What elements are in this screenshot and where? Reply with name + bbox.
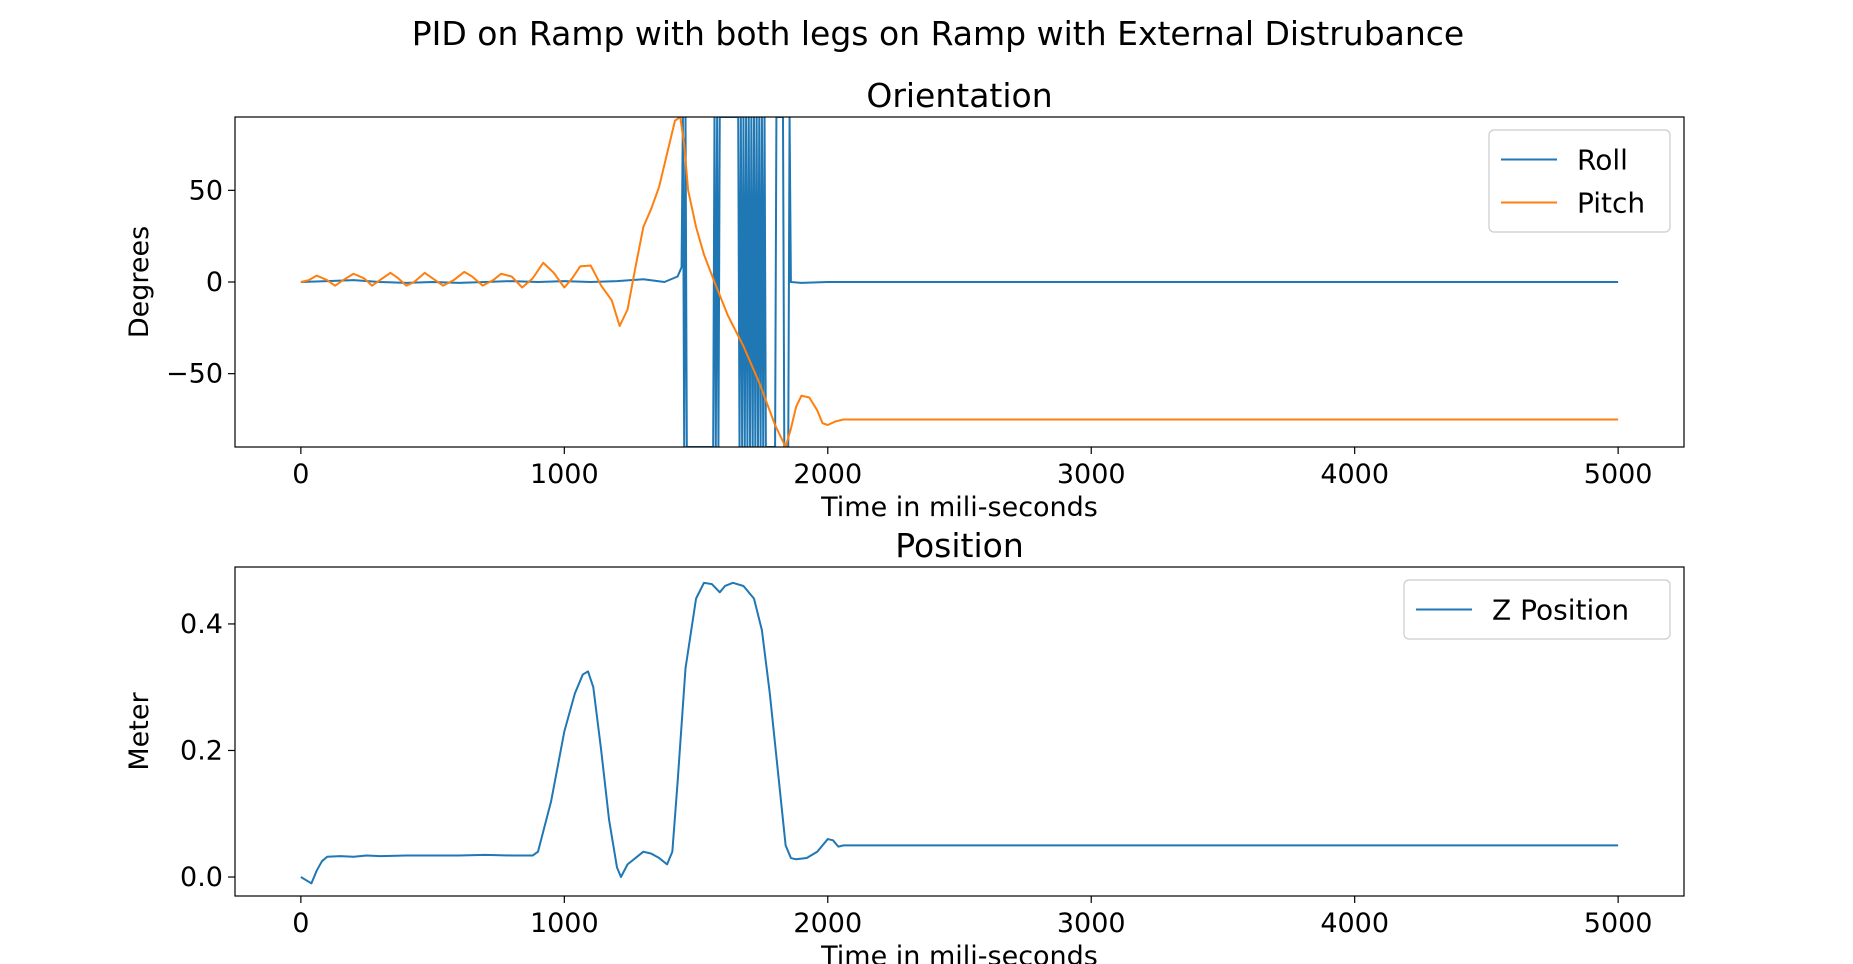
position-axes-frame	[234, 566, 1685, 897]
orientation-xtick-label: 1000	[530, 459, 599, 490]
position-xtick-label: 1000	[530, 908, 599, 939]
position-legend-label: Z Position	[1492, 594, 1629, 627]
position-xaxis-label: Time in mili-seconds	[820, 941, 1098, 964]
orientation-legend-label: Pitch	[1577, 187, 1645, 220]
position-legend: Z Position	[1403, 579, 1671, 640]
position-title: Position	[895, 526, 1024, 565]
orientation-xtick-label: 5000	[1584, 459, 1653, 490]
orientation-ytick-label: −50	[166, 359, 223, 390]
position-xtick-label: 0	[292, 908, 309, 939]
orientation-xtick-label: 4000	[1320, 459, 1389, 490]
orientation-title: Orientation	[866, 76, 1052, 115]
orientation-ytick-label: 50	[189, 175, 223, 206]
orientation-legend-label: Roll	[1577, 144, 1628, 177]
position-ytick-label: 0.2	[180, 735, 223, 766]
orientation-legend-box	[1488, 129, 1671, 233]
position-ytick-label: 0.4	[180, 609, 223, 640]
orientation-series-roll-line	[300, 117, 1619, 447]
orientation-xaxis-label: Time in mili-seconds	[820, 492, 1098, 523]
orientation-xtick-label: 2000	[793, 459, 862, 490]
position-xtick-label: 4000	[1320, 908, 1389, 939]
orientation-legend: Roll Pitch	[1488, 129, 1671, 233]
figure-suptitle: PID on Ramp with both legs on Ramp with …	[412, 14, 1464, 53]
position-ytick-label: 0.0	[180, 862, 223, 893]
position-series-z-position-line	[300, 581, 1619, 885]
orientation-xtick-label: 0	[292, 459, 309, 490]
orientation-yaxis-label: Degrees	[124, 226, 155, 338]
position-xtick-label: 2000	[793, 908, 862, 939]
orientation-xtick-label: 3000	[1057, 459, 1126, 490]
orientation-ytick-label: 0	[206, 267, 223, 298]
orientation-chart: Orientation 0 1000 2000 3000 4000 5000 50 0 −50 Ti…	[124, 76, 1685, 523]
position-legend-box	[1403, 579, 1671, 640]
position-yaxis-label: Meter	[124, 692, 155, 771]
position-xtick-label: 3000	[1057, 908, 1126, 939]
position-xtick-label: 5000	[1584, 908, 1653, 939]
position-chart: Position 0 1000 2000 3000 4000 5000 0.0 0.2 0.4 Ti…	[124, 526, 1685, 964]
orientation-series-pitch-line	[300, 117, 1619, 447]
